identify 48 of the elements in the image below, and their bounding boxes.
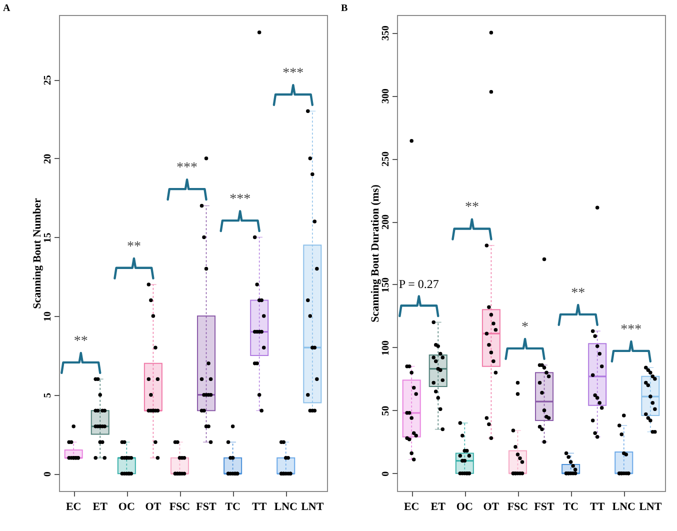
annotation: *** (176, 160, 198, 176)
y-axis-title: Scanning Bout Duration (ms) (370, 184, 382, 322)
x-tick-label: EC (66, 501, 82, 513)
y-tick-label: 0 (42, 472, 54, 477)
annotation: *** (230, 192, 251, 208)
annotation: *** (282, 66, 304, 81)
y-tick-label: 50 (380, 406, 392, 416)
annotation: *** (620, 322, 642, 338)
annotation: * (522, 320, 529, 335)
y-axis-title: Scanning Bout Number (32, 198, 44, 309)
y-tick-label: 20 (42, 154, 54, 164)
x-tick-label: FST (534, 501, 556, 513)
x-tick-label: FST (196, 501, 218, 513)
y-tick-label: 300 (380, 88, 392, 104)
y-tick-label: 10 (42, 312, 54, 322)
y-tick-label: 200 (380, 214, 392, 230)
x-tick-label: FSC (507, 501, 528, 513)
x-tick-label: OT (483, 501, 500, 513)
x-tick-label: OC (456, 501, 473, 513)
x-tick-label: TT (252, 501, 268, 513)
x-tick-label: LNT (639, 501, 662, 513)
x-tick-label: EC (404, 501, 420, 513)
y-tick-label: 250 (380, 152, 392, 167)
x-tick-label: TC (225, 501, 240, 513)
annotation: ** (74, 334, 88, 349)
y-tick-label: 15 (42, 232, 54, 243)
x-tick-label: FSC (169, 501, 190, 513)
annotation: ** (571, 286, 586, 301)
x-tick-label: LNT (301, 501, 324, 513)
x-tick-label: ET (92, 501, 108, 513)
annotation: ** (126, 239, 141, 254)
y-tick-label: 350 (380, 26, 392, 41)
y-tick-label: 5 (42, 392, 54, 398)
y-tick-label: 150 (380, 277, 392, 292)
annotation: ** (464, 200, 479, 216)
y-tick-label: 0 (380, 471, 392, 476)
x-tick-label: TC (563, 501, 578, 513)
x-tick-label: LNC (274, 501, 298, 513)
chart-title: A (3, 3, 11, 14)
chart-title: B (341, 3, 348, 14)
x-tick-label: OT (145, 501, 162, 513)
y-tick-label: 25 (42, 75, 54, 86)
x-tick-label: ET (430, 501, 446, 513)
x-tick-label: LNC (612, 501, 636, 513)
y-tick-label: 100 (380, 340, 392, 356)
annotation: P = 0.27 (398, 277, 439, 292)
x-tick-label: TT (590, 501, 606, 513)
x-tick-label: OC (118, 501, 135, 513)
